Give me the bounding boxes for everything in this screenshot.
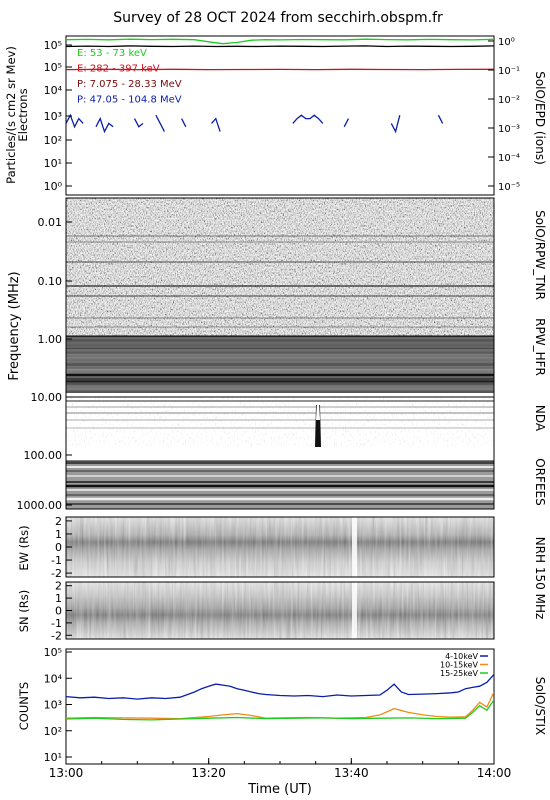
nda-spectrogram xyxy=(66,397,494,447)
spectrogram-frequency-axis: 0.01 0.10 1.00 10.00 100.00 1000.00 xyxy=(17,216,72,512)
orfees-bands xyxy=(66,462,494,505)
epd-tick-label: 10⁵ xyxy=(44,39,62,52)
spectrogram-tick-label: 0.01 xyxy=(38,216,63,229)
nrh-ew-bright-streak xyxy=(352,517,357,577)
epd-legend-item: E: 282 - 397 keV xyxy=(77,64,160,75)
nrh-sn-bright-streak xyxy=(352,582,357,639)
epd-right-tick-label: 10⁻⁵ xyxy=(498,182,520,193)
sn-yticks-tick-label: -2 xyxy=(51,629,62,642)
spectrogram-tick-label: 100.00 xyxy=(24,449,63,462)
stix-series-2 xyxy=(66,699,494,721)
epd-tick-label: 10⁰ xyxy=(44,180,63,193)
stix-legend-label: 4-10keV xyxy=(445,652,478,661)
epd-panel: E: 53 - 73 keV E: 282 - 397 keV P: 7.075 -… xyxy=(4,35,547,196)
time-axis: 13:00 13:20 13:40 14:00 xyxy=(49,758,512,780)
spectrogram-tick-label: 0.10 xyxy=(38,275,63,288)
spectrogram-ylabel: Frequency (MHz) xyxy=(7,271,22,380)
stix-axis: 10¹ 10² 10³ 10⁴ 10⁵ xyxy=(44,646,72,764)
epd-right-tick-label: 10⁻⁴ xyxy=(498,153,520,164)
epd-series-1 xyxy=(66,38,494,45)
spectrogram-tick-label: 1000.00 xyxy=(17,499,63,512)
stix-series-group xyxy=(66,673,494,721)
spectrogram-panel: 0.01 0.10 1.00 10.00 100.00 1000.00 Frequency… xyxy=(7,197,547,512)
nda-burst-top xyxy=(316,402,320,420)
figure-title: Survey of 28 OCT 2024 from secchirh.obsp… xyxy=(113,10,443,26)
sn-yticks-tick-label: 2 xyxy=(55,580,62,593)
epd-tick-label: 10⁴ xyxy=(44,84,63,97)
tnr-horizontal-bands xyxy=(66,235,494,328)
nrh-sn-ylabel: SN (Rs) xyxy=(17,590,31,633)
nda-bands xyxy=(66,400,494,429)
instrument-label-orfees: ORFEES xyxy=(533,458,547,505)
instrument-label-hfr: RPW_HFR xyxy=(533,318,547,376)
nrh-ew-ylabel: EW (Rs) xyxy=(17,525,31,570)
stix-right-label: SolO/STIX xyxy=(533,677,547,736)
stix-tick-label: 10⁵ xyxy=(44,646,62,659)
instrument-label-nda: NDA xyxy=(533,405,547,432)
epd-series-0 xyxy=(66,45,494,48)
epd-legend: E: 53 - 73 keV E: 282 - 397 keV P: 7.075 -… xyxy=(77,48,182,106)
time-axis-label: Time (UT) xyxy=(247,782,312,797)
epd-series-3 xyxy=(66,113,444,134)
sn-yticks-tick-label: 0 xyxy=(55,605,62,618)
stix-tick-label: 10² xyxy=(44,725,62,738)
epd-tick-label: 10² xyxy=(44,134,62,147)
ew-yticks-tick-label: 2 xyxy=(55,515,62,528)
time-tick-label: 14:00 xyxy=(477,766,512,780)
ew-yticks-tick-label: 0 xyxy=(55,541,62,554)
ew-yticks-tick-label: 1 xyxy=(55,528,62,541)
epd-tick-label: 10¹ xyxy=(44,157,62,170)
epd-tick-label: 10³ xyxy=(44,110,62,123)
epd-right-axis: 10⁰ 10⁻¹ 10⁻² 10⁻³ 10⁻⁴ 10⁻⁵ xyxy=(488,37,520,193)
tnr-spectrogram xyxy=(66,198,494,336)
epd-ylabel: Particles/(s cm2 sr Mev) xyxy=(4,46,18,184)
sn-yticks-tick-label: 1 xyxy=(55,592,62,605)
epd-right-tick-label: 10⁻¹ xyxy=(498,66,520,77)
stix-ylabel: COUNTS xyxy=(17,682,31,730)
nrh-ew-panel: 210-1-2 EW (Rs) NRH 150 MHz xyxy=(17,515,547,619)
epd-right-tick-label: 10⁻² xyxy=(498,95,520,106)
epd-right-tick-label: 10⁻³ xyxy=(498,124,520,135)
time-tick-label: 13:20 xyxy=(191,766,226,780)
epd-ylabel-electrons: Electrons xyxy=(16,88,30,141)
stix-legend-label: 10-15keV xyxy=(440,661,479,670)
epd-tick-label: 10⁵ xyxy=(44,61,62,74)
stix-tick-label: 10⁴ xyxy=(44,672,63,685)
spectrogram-tick-label: 10.00 xyxy=(31,391,63,404)
ew-yticks-tick-label: -1 xyxy=(51,554,62,567)
stix-series-0 xyxy=(66,673,494,700)
ew-yticks-tick-label: -2 xyxy=(51,567,62,580)
stix-tick-label: 10¹ xyxy=(44,751,62,764)
epd-left-axis: 10⁰ 10¹ 10² 10³ 10⁴ 10⁵ 10⁵ xyxy=(44,39,72,193)
hfr-bands xyxy=(66,337,494,393)
sn-yticks-tick-label: -1 xyxy=(51,617,62,630)
time-tick-label: 13:40 xyxy=(334,766,369,780)
epd-right-label: SolO/EPD (ions) xyxy=(533,71,547,165)
epd-legend-item: E: 53 - 73 keV xyxy=(77,48,147,59)
time-tick-label: 13:00 xyxy=(49,766,84,780)
epd-legend-item: P: 7.075 - 28.33 MeV xyxy=(77,79,182,90)
spectrogram-tick-label: 1.00 xyxy=(38,333,63,346)
nrh-sn-axis: 210-1-2 xyxy=(51,580,72,642)
nrh-instrument-label: NRH 150 MHz xyxy=(533,537,547,620)
epd-right-tick-label: 10⁰ xyxy=(498,37,515,48)
nrh-sn-panel: 210-1-2 SN (Rs) xyxy=(17,580,495,642)
instrument-label-tnr: SolO/RPW_TNR xyxy=(533,210,547,300)
nrh-ew-axis: 210-1-2 xyxy=(51,515,72,580)
epd-series-group xyxy=(66,38,494,134)
epd-legend-item: P: 47.05 - 104.8 MeV xyxy=(77,95,182,106)
stix-legend-label: 15-25keV xyxy=(440,669,479,678)
stix-tick-label: 10³ xyxy=(44,699,62,712)
